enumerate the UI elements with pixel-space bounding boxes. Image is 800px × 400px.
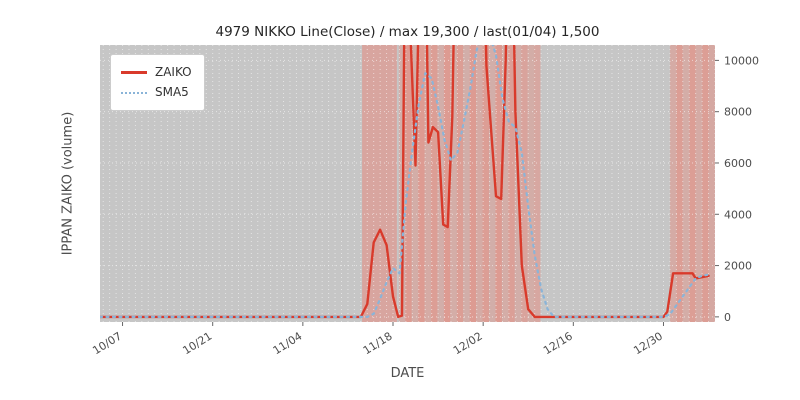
legend-item-sma5: SMA5 xyxy=(121,82,192,102)
y-tick-label: 10000 xyxy=(724,54,759,67)
series-lines xyxy=(100,45,710,319)
zaiko-line xyxy=(100,45,710,319)
y-axis-label: IPPAN ZAIKO (volume) xyxy=(60,111,76,256)
y-tick-label: 8000 xyxy=(724,106,752,119)
legend-label-sma5: SMA5 xyxy=(155,85,189,100)
x-axis-ticks: 10/07 10/21 11/04 11/18 12/02 12/16 12/30 xyxy=(90,322,665,357)
y-tick-label: 2000 xyxy=(724,260,752,273)
y-axis-ticks: 0 2000 4000 6000 8000 10000 xyxy=(715,54,759,324)
legend-item-zaiko: ZAIKO xyxy=(121,62,192,82)
x-tick-label: 12/30 xyxy=(631,330,665,358)
y-tick-label: 0 xyxy=(724,311,731,324)
x-tick-label: 10/07 xyxy=(90,330,124,358)
x-tick-label: 11/18 xyxy=(361,330,395,358)
zaiko-line-swatch xyxy=(121,70,147,74)
x-tick-label: 12/16 xyxy=(541,330,575,358)
highlight-bands xyxy=(362,45,715,322)
sma5-line-swatch xyxy=(121,91,147,94)
y-tick-label: 6000 xyxy=(724,157,752,170)
sma5-line xyxy=(100,45,710,318)
x-tick-label: 10/21 xyxy=(181,330,215,358)
y-tick-label: 4000 xyxy=(724,208,752,221)
chart-title: 4979 NIKKO Line(Close) / max 19,300 / la… xyxy=(215,24,600,40)
x-tick-label: 11/04 xyxy=(271,330,305,358)
legend-label-zaiko: ZAIKO xyxy=(155,65,192,79)
x-tick-label: 12/02 xyxy=(451,330,485,358)
legend: ZAIKO SMA5 xyxy=(110,54,205,111)
x-axis-label: DATE xyxy=(390,366,425,381)
